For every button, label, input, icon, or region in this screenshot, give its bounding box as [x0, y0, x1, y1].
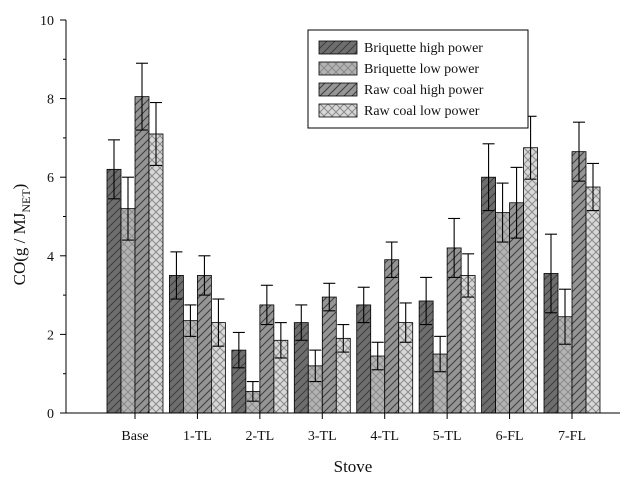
x-tick-label: 5-TL: [433, 429, 462, 444]
x-tick-label: 7-FL: [558, 429, 586, 444]
legend-swatch: [318, 61, 358, 76]
y-tick-label: 6: [47, 171, 54, 186]
bars-layer: [106, 96, 601, 414]
x-tick-label: 1-TL: [183, 429, 212, 444]
bar: [523, 147, 538, 414]
bar: [134, 96, 150, 414]
y-axis-title-subscript: NET: [19, 189, 33, 213]
x-tick-label: 4-TL: [370, 429, 399, 444]
bar: [571, 151, 587, 414]
x-tick-label: 6-FL: [496, 429, 524, 444]
legend-swatch: [318, 40, 358, 55]
bar: [384, 259, 400, 414]
y-tick-label: 0: [47, 407, 54, 422]
y-axis-title-main: CO(g / MJ: [10, 212, 29, 285]
error-bars-layer: [108, 62, 599, 402]
x-axis-title: Stove: [334, 457, 373, 476]
legend-label: Raw coal low power: [364, 104, 480, 119]
x-tick-label: Base: [121, 429, 148, 444]
y-tick-label: 10: [40, 14, 54, 29]
y-tick-label: 4: [47, 250, 54, 265]
bar: [585, 186, 601, 414]
axes-layer: 0 2 4 6 8 10 Base 1-TL 2-TL 3-TL 4-TL 5-TL 6-FL 7-FL S…: [10, 14, 620, 476]
bar: [321, 296, 337, 414]
legend-label: Raw coal high power: [364, 83, 484, 98]
y-axis-title-end: ): [10, 184, 29, 190]
y-tick-label: 2: [47, 328, 54, 343]
legend-label: Briquette low power: [364, 62, 479, 77]
legend: Briquette high power Briquette low power R…: [307, 29, 529, 129]
bar: [148, 133, 164, 414]
bar: [197, 275, 212, 414]
legend-swatch: [318, 82, 358, 97]
y-tick-label: 8: [47, 93, 54, 108]
x-tick-label: 3-TL: [308, 429, 337, 444]
bar: [481, 176, 496, 414]
bar: [106, 168, 122, 414]
legend-swatch: [318, 103, 358, 118]
y-axis-title: CO(g / MJNET): [10, 184, 33, 286]
bar: [495, 212, 510, 414]
x-tick-label: 2-TL: [245, 429, 274, 444]
legend-label: Briquette high power: [364, 41, 483, 56]
